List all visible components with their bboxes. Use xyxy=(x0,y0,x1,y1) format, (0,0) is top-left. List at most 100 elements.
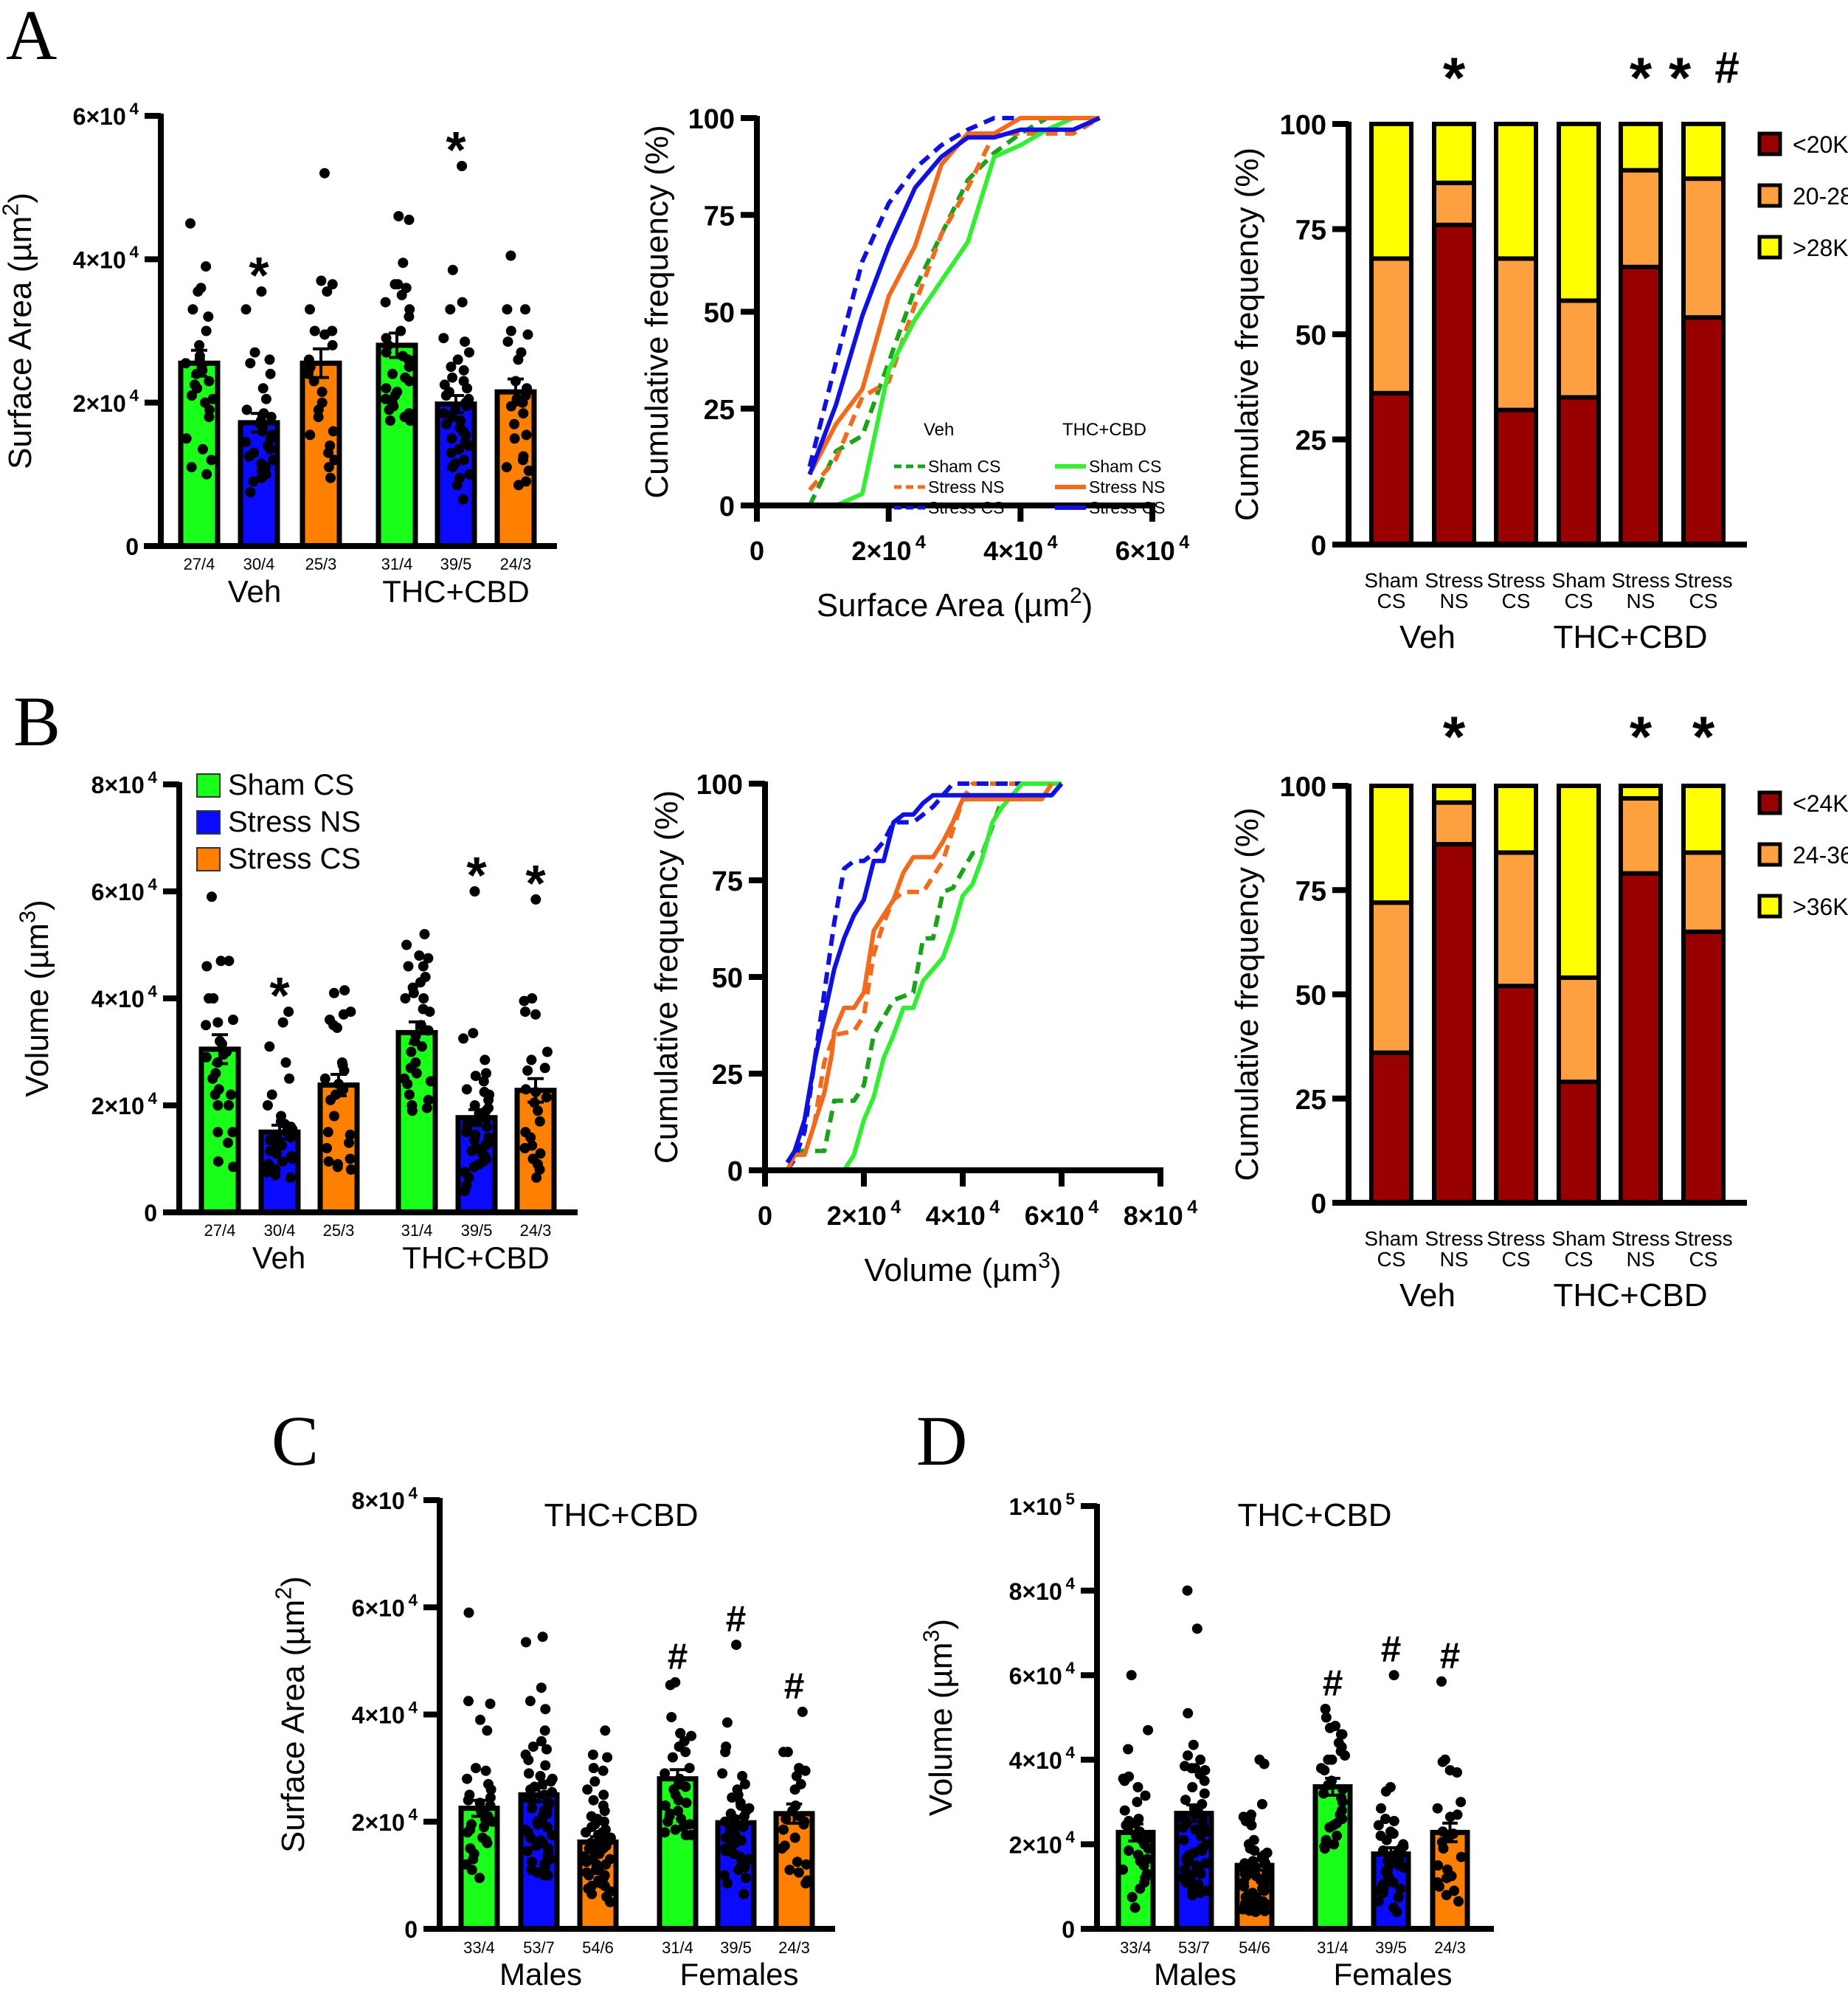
data-point xyxy=(509,433,520,444)
y-tick-label: 2×10 4 xyxy=(73,386,139,416)
y-axis-title: Cumulative frequency (%) xyxy=(1229,148,1265,521)
data-point xyxy=(523,1768,534,1779)
data-point xyxy=(797,1706,808,1717)
data-point xyxy=(266,1089,277,1100)
n-label: 53/7 xyxy=(1178,1938,1210,1957)
tick-exponent: 4 xyxy=(1187,1197,1197,1218)
data-point xyxy=(1321,1712,1332,1723)
stacked-segment xyxy=(1369,900,1413,1055)
label-superscript: 3 xyxy=(14,911,40,923)
stacked-segment xyxy=(1432,800,1476,847)
y-axis-label: Cumulative frequency (%) xyxy=(1229,807,1265,1181)
data-point xyxy=(1319,1843,1330,1854)
stacked-segment xyxy=(1432,784,1476,805)
data-point xyxy=(327,339,338,350)
data-point xyxy=(1182,1585,1193,1596)
y-tick-label: 100 xyxy=(1280,772,1326,803)
group-label: Veh xyxy=(1399,619,1456,655)
tick-exponent: 4 xyxy=(989,1197,1000,1218)
legend-label: <24K xyxy=(1793,790,1848,817)
x-tick-label: 8×10 4 xyxy=(1124,1197,1198,1231)
data-point xyxy=(1249,1845,1260,1856)
category-label: Sham xyxy=(1551,1227,1605,1250)
data-point xyxy=(284,1073,295,1084)
data-point xyxy=(1337,1783,1348,1795)
significance-hash: # xyxy=(1440,1635,1461,1676)
data-point xyxy=(322,1127,333,1138)
y-tick-label: 8×10 4 xyxy=(91,768,158,798)
data-point xyxy=(800,1878,811,1889)
data-point xyxy=(215,956,226,967)
data-point xyxy=(581,1857,592,1868)
data-point xyxy=(727,1792,738,1803)
data-point xyxy=(789,1832,800,1843)
tick-base: 4×10 xyxy=(983,536,1043,566)
data-point xyxy=(201,325,212,336)
y-tick-label: 2×10 4 xyxy=(1009,1828,1076,1858)
data-point xyxy=(527,1857,538,1868)
data-point xyxy=(256,472,267,483)
data-point xyxy=(584,1870,595,1881)
x-axis-title: Surface Area (µm2) xyxy=(817,584,1093,624)
data-point xyxy=(1250,1907,1261,1918)
data-point xyxy=(733,1865,744,1876)
significance-hash: # xyxy=(1714,43,1739,92)
data-point xyxy=(241,404,252,415)
stacked-segment xyxy=(1619,784,1663,801)
x-tick-label: 4×10 4 xyxy=(983,532,1058,566)
stacked-segment xyxy=(1369,784,1413,905)
y-axis-title: Cumulative frequency (%) xyxy=(648,790,685,1164)
n-label: 24/3 xyxy=(520,1221,552,1240)
data-point xyxy=(1388,1828,1399,1840)
data-point xyxy=(1380,1814,1391,1824)
y-tick-label: 25 xyxy=(704,395,735,426)
tick-exponent: 4 xyxy=(148,1089,158,1108)
data-point xyxy=(452,354,463,365)
n-label: 25/3 xyxy=(305,555,337,573)
data-point xyxy=(539,1870,550,1881)
data-point xyxy=(438,408,449,419)
y-tick-label: 8×10 4 xyxy=(1009,1574,1076,1604)
category-label: CS xyxy=(1565,1248,1593,1271)
y-tick-label: 75 xyxy=(1295,876,1326,907)
category-label: Sham xyxy=(1364,1227,1418,1250)
data-point xyxy=(1324,1822,1335,1833)
y-tick-label: 75 xyxy=(1295,215,1326,246)
significance-asterisk: * xyxy=(249,246,269,304)
tick-base: 1×10 xyxy=(1009,1493,1062,1520)
data-point xyxy=(1388,1815,1399,1826)
data-point xyxy=(678,1822,689,1832)
legend-label: Sham CS xyxy=(1089,457,1161,476)
data-point xyxy=(1453,1896,1464,1907)
y-tick-label: 75 xyxy=(704,201,735,232)
tick-exponent: 4 xyxy=(916,532,926,553)
data-point xyxy=(598,1789,609,1800)
data-point xyxy=(1195,1868,1206,1879)
data-point xyxy=(1123,1744,1134,1755)
data-point xyxy=(776,1843,787,1854)
data-point xyxy=(328,987,339,998)
data-point xyxy=(1178,1822,1189,1833)
data-point xyxy=(260,393,271,404)
y-tick-label: 100 xyxy=(1280,110,1326,141)
tick-base: 2×10 xyxy=(851,536,911,566)
data-point xyxy=(224,1100,234,1111)
y-tick-label: 100 xyxy=(696,770,743,801)
data-point xyxy=(533,1105,543,1116)
data-point xyxy=(1437,1756,1448,1767)
cdf-line xyxy=(807,116,1100,507)
label-close: ) xyxy=(1051,1252,1062,1288)
group-label: Veh xyxy=(1399,1277,1456,1313)
data-point xyxy=(599,1816,609,1827)
data-point xyxy=(402,1079,413,1089)
tick-exponent: 4 xyxy=(130,100,139,118)
chart-D-bar: 33/4 53/7 54/6 31/4#39/5#24/3#02×10 44×10 46×… xyxy=(918,1490,1494,1992)
data-point xyxy=(719,1870,730,1881)
data-point xyxy=(541,1744,552,1755)
cdf-line xyxy=(785,782,1054,1172)
category-label: Sham xyxy=(1551,569,1605,592)
data-point xyxy=(325,1094,336,1105)
data-points xyxy=(261,1006,298,1183)
legend-swatch xyxy=(1757,842,1782,867)
legend-label: Stress CS xyxy=(1089,498,1166,517)
